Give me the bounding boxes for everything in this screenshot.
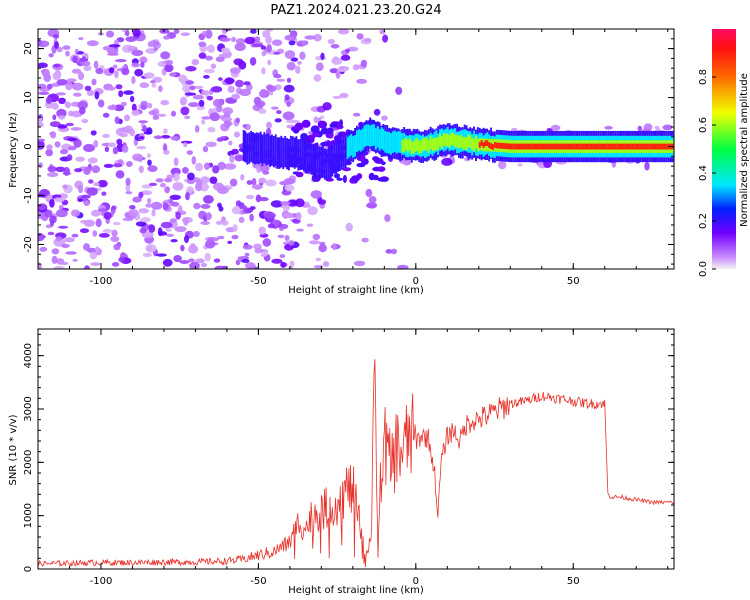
spectrogram-y-ticks: -20 -10 0 10 20 (23, 28, 674, 265)
spectrogram-ridge (242, 117, 674, 181)
snr-x-ticks: -100 -50 0 50 (37, 329, 669, 587)
snr-y-tick-label: 4000 (23, 343, 34, 368)
snr-x-tick-label: 50 (567, 576, 580, 587)
snr-series-line (38, 359, 674, 568)
colorbar-gradient (712, 29, 736, 269)
spectrogram-y-label: Frequency (Hz) (8, 112, 19, 188)
spectrogram-x-ticks: -100 -50 0 50 (37, 29, 669, 287)
spectrogram-y-tick-label: 20 (23, 42, 34, 55)
spectrogram-x-tick-label: -100 (90, 276, 113, 287)
snr-x-tick-label: -100 (90, 576, 113, 587)
chart-title: PAZ1.2024.021.23.20.G24 (270, 3, 441, 18)
colorbar: 0.0 0.2 0.4 0.6 0.8 Normalized spectral ampl… (698, 29, 750, 277)
snr-y-label: SNR (10 * v/v) (8, 414, 19, 485)
colorbar-ticks: 0.0 0.2 0.4 0.6 0.8 (698, 69, 716, 277)
snr-plot-area (38, 359, 674, 568)
snr-y-tick-label: 2000 (23, 450, 34, 475)
spectrogram-x-tick-label: -50 (250, 276, 266, 287)
spectrogram-plot-area (38, 29, 674, 269)
colorbar-tick-label: 0.8 (698, 69, 709, 85)
colorbar-tick-label: 0.6 (698, 117, 709, 133)
snr-y-tick-label: 3000 (23, 396, 34, 421)
spectrogram-y-tick-label: 0 (23, 143, 34, 149)
snr-x-tick-label: -50 (250, 576, 266, 587)
colorbar-tick-label: 0.0 (698, 261, 709, 277)
spectrogram-frame (37, 28, 675, 270)
spectrogram-y-tick-label: -10 (23, 187, 34, 203)
spectrogram-y-tick-label: -20 (23, 236, 34, 252)
snr-y-tick-label: 0 (23, 566, 34, 572)
spectrogram-y-tick-label: 10 (23, 91, 34, 104)
snr-y-ticks: 0 1000 2000 3000 4000 (23, 333, 674, 572)
snr-x-label: Height of straight line (km) (288, 585, 424, 596)
colorbar-tick-label: 0.4 (698, 165, 709, 181)
spectrogram-x-tick-label: 0 (413, 276, 419, 287)
spectrogram-x-label: Height of straight line (km) (288, 285, 424, 296)
snr-frame (37, 328, 675, 570)
snr-y-tick-label: 1000 (23, 503, 34, 528)
snr-x-tick-label: 0 (413, 576, 419, 587)
colorbar-tick-label: 0.2 (698, 213, 709, 229)
colorbar-label: Normalized spectral amplitude (739, 73, 750, 227)
spectrogram-x-tick-label: 50 (567, 276, 580, 287)
